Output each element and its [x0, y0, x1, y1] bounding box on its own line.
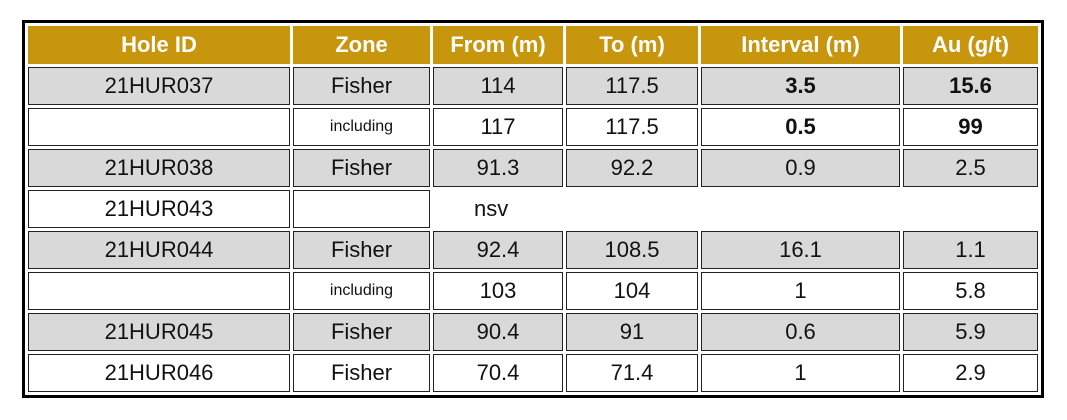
table-cell: 71.4 [566, 354, 698, 392]
table-cell [28, 108, 290, 146]
table-cell: 21HUR045 [28, 313, 290, 351]
table-cell: 114 [433, 67, 563, 105]
table-cell: Fisher [293, 231, 430, 269]
table-cell: 91 [566, 313, 698, 351]
header-row: Hole ID Zone From (m) To (m) Interval (m) Au … [28, 26, 1038, 64]
table-body: 21HUR037 Fisher 114 117.5 3.5 15.6 including 11… [28, 67, 1038, 392]
table-cell: 99 [903, 108, 1038, 146]
table-cell: 1 [701, 272, 900, 310]
table-cell: 0.5 [701, 108, 900, 146]
column-header: Au (g/t) [903, 26, 1038, 64]
table-row: 21HUR037 Fisher 114 117.5 3.5 15.6 [28, 67, 1038, 105]
column-header: To (m) [566, 26, 698, 64]
table-cell: 91.3 [433, 149, 563, 187]
table-row: including 117 117.5 0.5 99 [28, 108, 1038, 146]
table-cell: Fisher [293, 67, 430, 105]
table-cell [28, 272, 290, 310]
table-cell: 3.5 [701, 67, 900, 105]
table-cell: 0.6 [701, 313, 900, 351]
table-cell: 104 [566, 272, 698, 310]
table-cell: 5.9 [903, 313, 1038, 351]
table-cell: 108.5 [566, 231, 698, 269]
table-cell: 103 [433, 272, 563, 310]
table-cell: nsv [433, 190, 1038, 228]
column-header: Interval (m) [701, 26, 900, 64]
table-cell: Fisher [293, 354, 430, 392]
table-cell: Fisher [293, 313, 430, 351]
table-cell: 70.4 [433, 354, 563, 392]
table-row: 21HUR046 Fisher 70.4 71.4 1 2.9 [28, 354, 1038, 392]
table-wrap: Hole ID Zone From (m) To (m) Interval (m) Au … [22, 20, 1044, 398]
table-cell: 117 [433, 108, 563, 146]
table-cell: 2.5 [903, 149, 1038, 187]
table-cell: 21HUR043 [28, 190, 290, 228]
table-cell [293, 190, 430, 228]
table-cell: 16.1 [701, 231, 900, 269]
table-cell: 117.5 [566, 67, 698, 105]
table-cell: 117.5 [566, 108, 698, 146]
table-row: 21HUR045 Fisher 90.4 91 0.6 5.9 [28, 313, 1038, 351]
table-cell: 21HUR046 [28, 354, 290, 392]
table-cell: 5.8 [903, 272, 1038, 310]
table-cell: including [293, 272, 430, 310]
table-cell: 90.4 [433, 313, 563, 351]
column-header: Hole ID [28, 26, 290, 64]
table-cell: 1.1 [903, 231, 1038, 269]
table-row: 21HUR043 nsv [28, 190, 1038, 228]
table-cell: Fisher [293, 149, 430, 187]
table-cell: 21HUR044 [28, 231, 290, 269]
table-row: 21HUR044 Fisher 92.4 108.5 16.1 1.1 [28, 231, 1038, 269]
table-cell: 0.9 [701, 149, 900, 187]
table-row: including 103 104 1 5.8 [28, 272, 1038, 310]
table-cell: 1 [701, 354, 900, 392]
table-cell: including [293, 108, 430, 146]
column-header: Zone [293, 26, 430, 64]
table-row: 21HUR038 Fisher 91.3 92.2 0.9 2.5 [28, 149, 1038, 187]
table-cell: 2.9 [903, 354, 1038, 392]
column-header: From (m) [433, 26, 563, 64]
results-table: Hole ID Zone From (m) To (m) Interval (m) Au … [22, 20, 1044, 398]
table-cell: 21HUR038 [28, 149, 290, 187]
table-cell: 92.4 [433, 231, 563, 269]
table-cell: 21HUR037 [28, 67, 290, 105]
table-cell: 15.6 [903, 67, 1038, 105]
table-cell: 92.2 [566, 149, 698, 187]
